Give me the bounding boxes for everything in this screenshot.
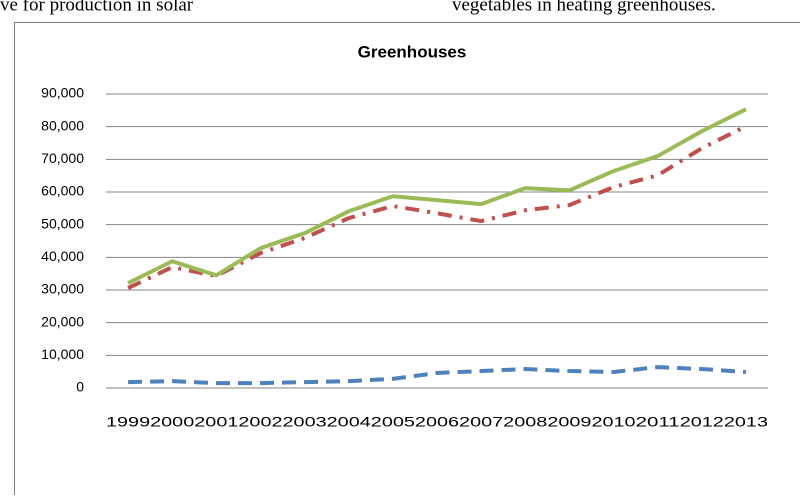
x-tick-label: 2002	[238, 414, 282, 430]
x-tick-label: 1999	[106, 414, 150, 430]
y-tick-label: 70,000	[41, 150, 84, 166]
y-tick-label: 90,000	[41, 85, 84, 101]
x-tick-label: 2012	[680, 414, 724, 430]
x-tick-label: 2010	[591, 414, 635, 430]
x-tick-label: 2005	[371, 414, 415, 430]
y-tick-label: 80,000	[41, 117, 84, 133]
y-tick-label: 30,000	[41, 281, 84, 297]
y-tick-label: 0	[76, 379, 84, 395]
x-tick-label: 2001	[194, 414, 238, 430]
x-tick-label: 2007	[459, 414, 503, 430]
x-tick-label: 2011	[636, 414, 680, 430]
x-tick-label: 2000	[150, 414, 194, 430]
document-text: vegetables in heating greenhouses.	[452, 0, 716, 15]
x-tick-label: 2009	[547, 414, 591, 430]
x-tick-label: 2003	[283, 414, 327, 430]
document-text: ve for production in solar	[0, 0, 194, 15]
y-tick-label: 40,000	[41, 248, 84, 264]
x-tick-label: 2008	[503, 414, 547, 430]
x-tick-label: 2004	[327, 414, 371, 430]
y-tick-label: 60,000	[41, 183, 84, 199]
chart-title: Greenhouses	[358, 42, 467, 61]
y-tick-label: 20,000	[41, 313, 84, 329]
y-tick-label: 50,000	[41, 215, 84, 231]
x-tick-label: 2013	[724, 414, 768, 430]
x-tick-label: 2006	[415, 414, 459, 430]
y-tick-label: 10,000	[41, 346, 84, 362]
